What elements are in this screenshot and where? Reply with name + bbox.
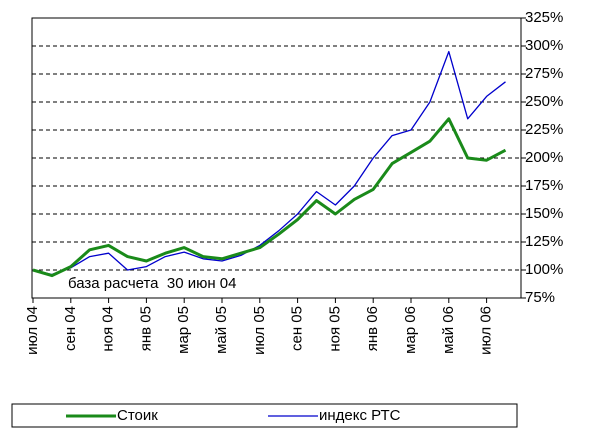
x-tick-label: ноя 04 <box>100 306 117 352</box>
x-tick-label: сен 05 <box>289 306 306 351</box>
legend-box <box>11 403 518 428</box>
series-line <box>32 50 506 276</box>
y-tick-label: 175% <box>525 177 563 194</box>
legend-label: Стоик <box>117 407 158 424</box>
x-tick-label: май 06 <box>440 306 457 354</box>
series-line <box>32 117 507 278</box>
x-tick-label: янв 05 <box>137 306 154 351</box>
y-tick-label: 200% <box>525 149 563 166</box>
legend-label: индекс РТС <box>319 407 401 424</box>
y-tick-label: 275% <box>525 65 563 82</box>
y-tick-label: 300% <box>525 37 563 54</box>
x-tick-label: ноя 05 <box>326 306 343 352</box>
x-tick-label: июл 04 <box>24 306 41 355</box>
x-tick-label: мар 06 <box>402 306 419 354</box>
y-tick-label: 100% <box>525 261 563 278</box>
x-tick-label: янв 06 <box>364 306 381 351</box>
x-tick-label: мар 05 <box>175 306 192 354</box>
x-tick-label: июл 06 <box>478 306 495 355</box>
y-tick-label: 150% <box>525 205 563 222</box>
annotation: база расчета 30 июн 04 <box>68 275 236 292</box>
y-tick-label: 250% <box>525 93 563 110</box>
x-tick-label: май 05 <box>213 306 230 354</box>
y-tick-label: 225% <box>525 121 563 138</box>
y-tick-label: 75% <box>525 289 555 306</box>
x-tick-label: сен 04 <box>62 306 79 351</box>
x-tick-label: июл 05 <box>251 306 268 355</box>
y-tick-label: 325% <box>525 9 563 26</box>
y-tick-label: 125% <box>525 233 563 250</box>
